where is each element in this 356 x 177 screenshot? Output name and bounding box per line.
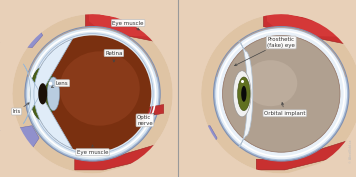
- Ellipse shape: [241, 86, 246, 102]
- Text: © AbcotKidd.ca: © AbcotKidd.ca: [349, 139, 353, 163]
- Ellipse shape: [38, 83, 47, 104]
- Polygon shape: [178, 94, 356, 177]
- Polygon shape: [23, 39, 73, 149]
- Polygon shape: [0, 0, 178, 94]
- Text: Prosthetic
(fake) eye: Prosthetic (fake) eye: [235, 37, 295, 66]
- Polygon shape: [0, 126, 39, 150]
- Ellipse shape: [60, 51, 140, 126]
- Text: Eye muscle: Eye muscle: [77, 145, 108, 155]
- Ellipse shape: [30, 67, 55, 120]
- Ellipse shape: [233, 71, 251, 117]
- Polygon shape: [263, 12, 356, 46]
- Circle shape: [25, 27, 160, 161]
- Circle shape: [27, 28, 158, 159]
- Polygon shape: [0, 23, 43, 48]
- Polygon shape: [85, 12, 178, 46]
- Text: Retina: Retina: [105, 51, 123, 62]
- Text: Orbital implant: Orbital implant: [264, 102, 305, 116]
- Polygon shape: [75, 138, 178, 170]
- Circle shape: [222, 35, 340, 152]
- Polygon shape: [89, 14, 178, 37]
- Polygon shape: [288, 0, 356, 177]
- Ellipse shape: [244, 60, 297, 106]
- Ellipse shape: [238, 77, 250, 111]
- Polygon shape: [0, 94, 178, 177]
- Circle shape: [34, 35, 151, 152]
- Text: Lens: Lens: [51, 81, 69, 87]
- Ellipse shape: [47, 77, 59, 111]
- Text: Eye muscle: Eye muscle: [112, 21, 144, 30]
- Polygon shape: [144, 104, 164, 117]
- Polygon shape: [100, 0, 178, 177]
- Polygon shape: [178, 126, 217, 150]
- Circle shape: [12, 14, 173, 173]
- Polygon shape: [239, 41, 253, 147]
- Text: Optic
nerve: Optic nerve: [137, 114, 154, 126]
- Polygon shape: [256, 138, 356, 170]
- Circle shape: [214, 27, 349, 161]
- Polygon shape: [178, 0, 356, 94]
- Circle shape: [201, 14, 356, 173]
- Text: Iris: Iris: [12, 103, 29, 114]
- Polygon shape: [178, 23, 221, 48]
- Circle shape: [215, 28, 347, 159]
- Polygon shape: [267, 14, 356, 37]
